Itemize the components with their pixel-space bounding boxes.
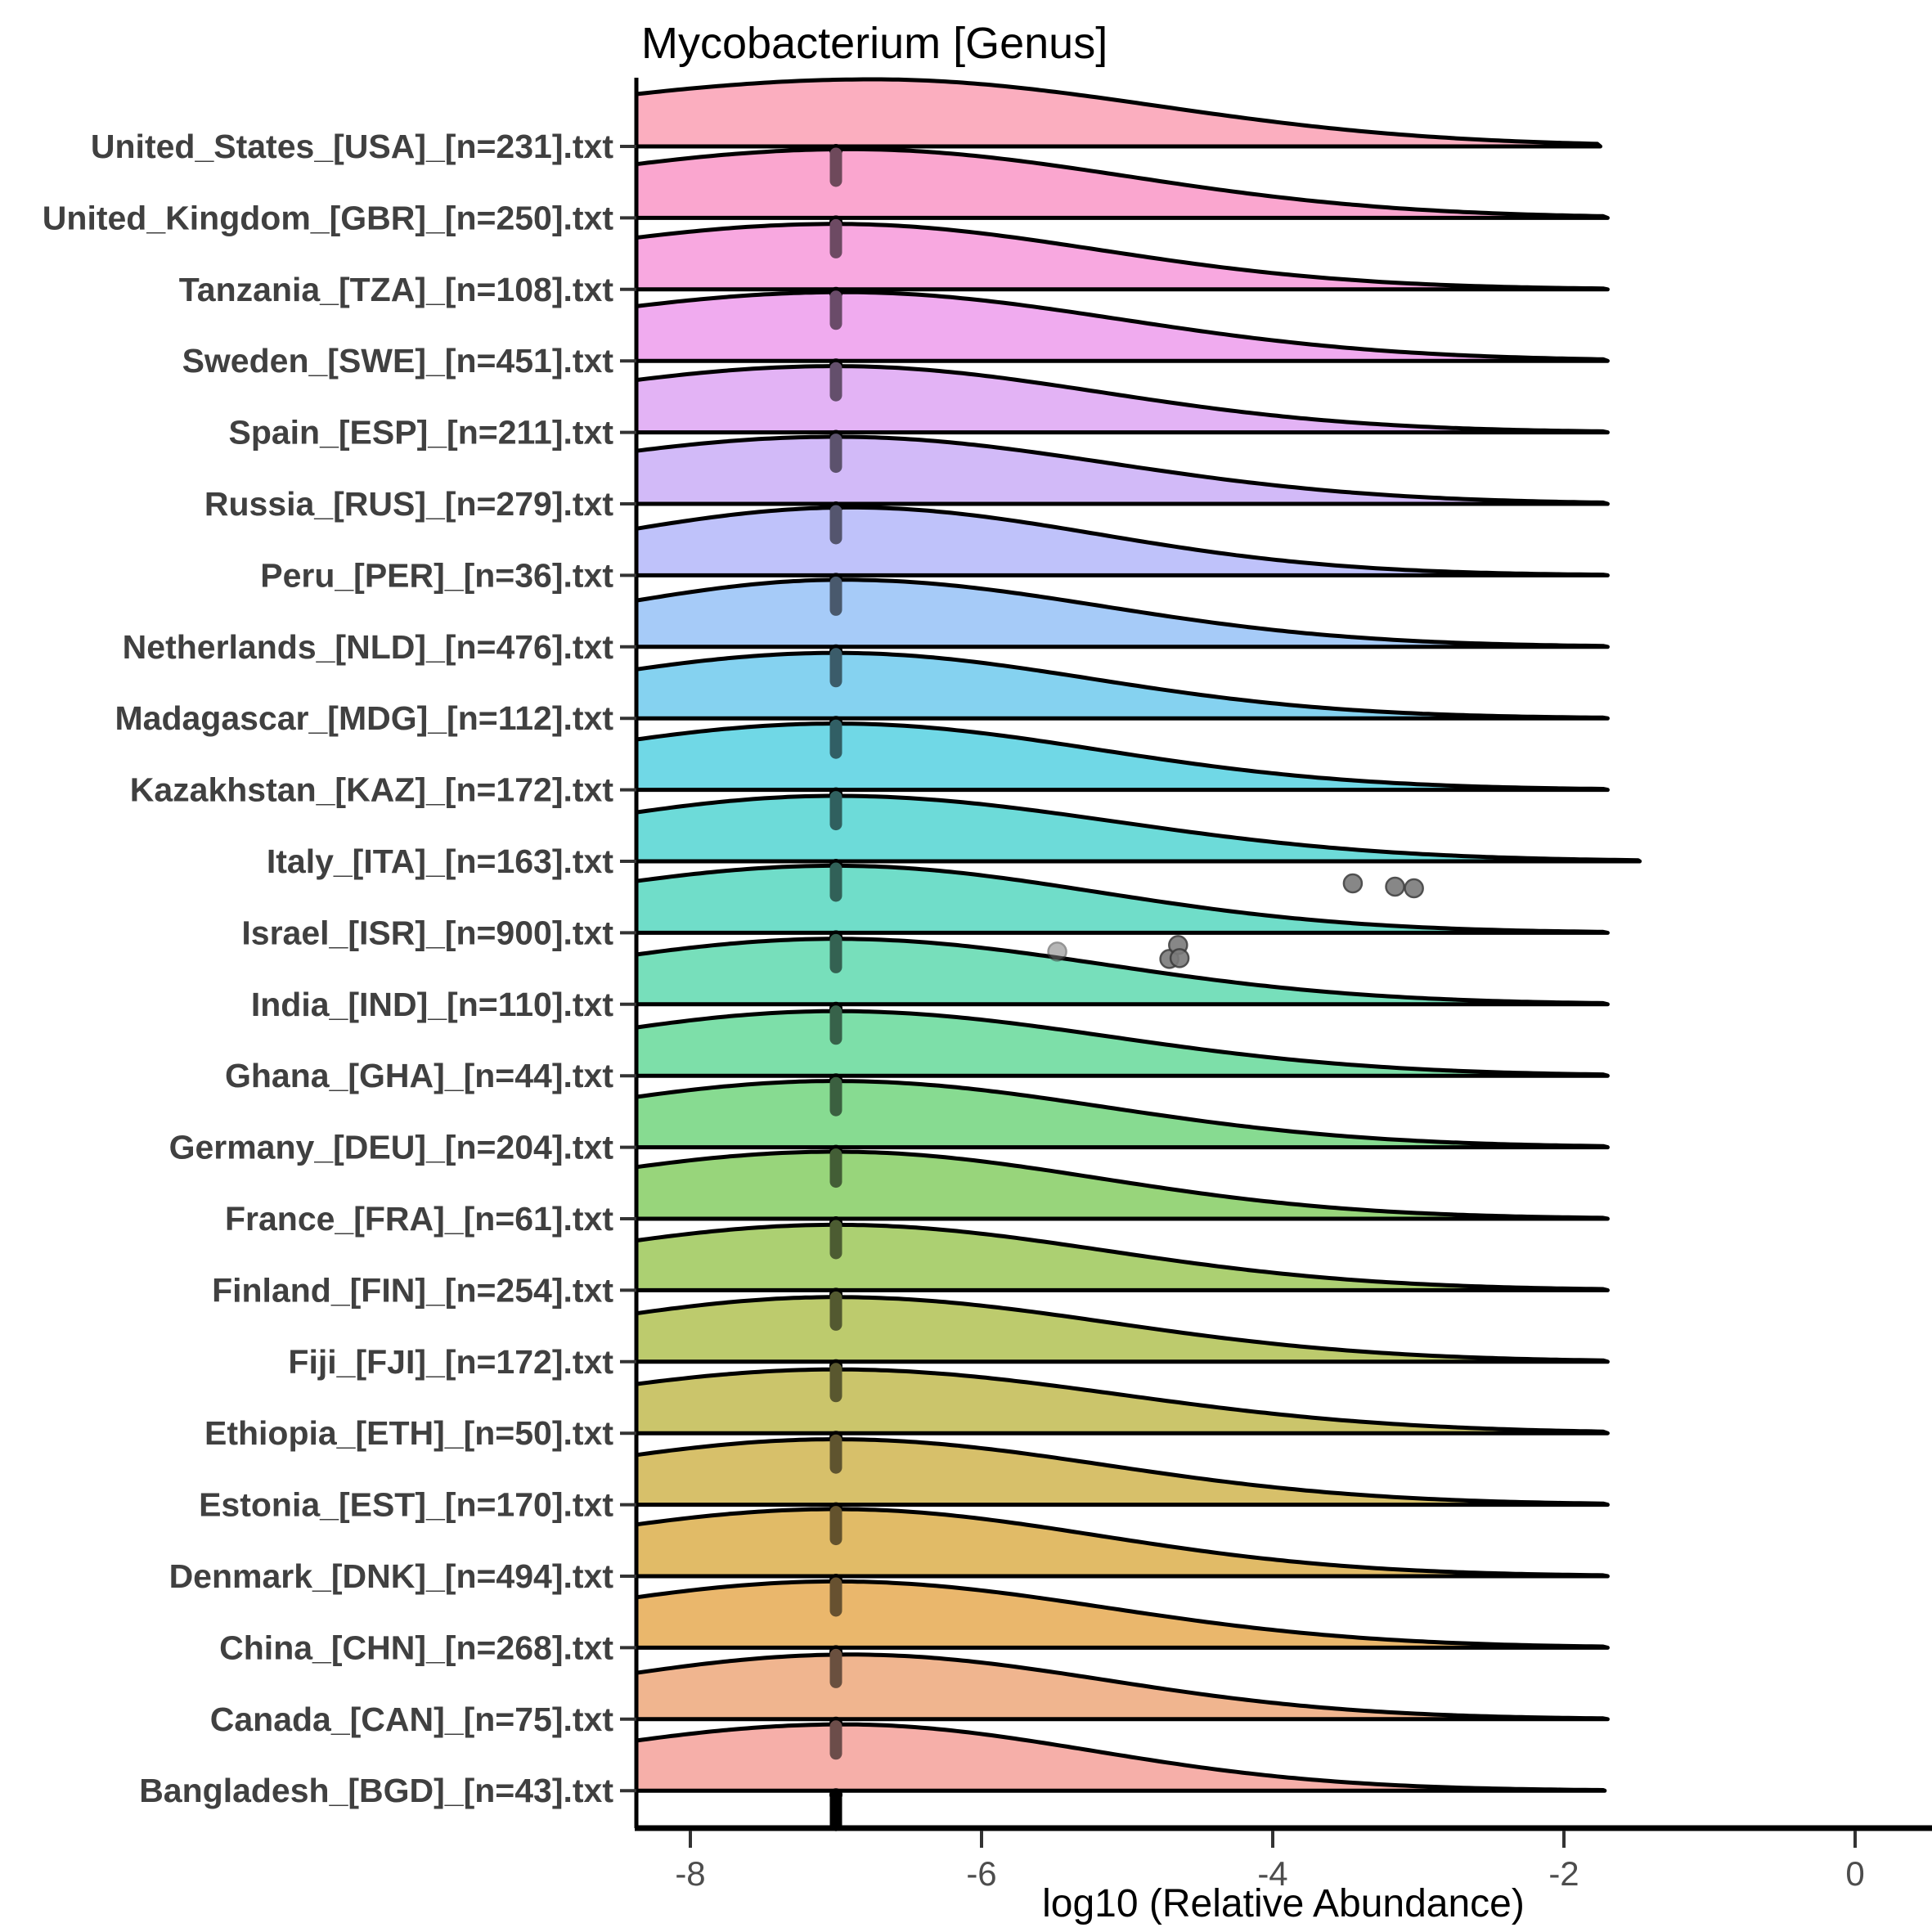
y-axis-label-TZA: Tanzania_[TZA]_[n=108].txt <box>179 271 614 308</box>
y-axis-label-CAN: Canada_[CAN]_[n=75].txt <box>210 1701 614 1738</box>
y-axis-label-ITA: Italy_[ITA]_[n=163].txt <box>267 842 614 880</box>
ridge-ETH <box>634 1367 1610 1436</box>
ridge-ESP <box>634 364 1610 435</box>
y-axis-label-FJI: Fiji_[FJI]_[n=172].txt <box>288 1343 613 1381</box>
y-axis-label-KAZ: Kazakhstan_[KAZ]_[n=172].txt <box>130 771 614 809</box>
y-axis-label-IND: India_[IND]_[n=110].txt <box>251 986 613 1023</box>
ridge-SWE <box>634 290 1610 363</box>
x-tick-label--4: -4 <box>1257 1854 1287 1893</box>
y-axis-label-NLD: Netherlands_[NLD]_[n=476].txt <box>123 628 614 666</box>
y-axis-label-MDG: Madagascar_[MDG]_[n=112].txt <box>115 699 613 737</box>
outlier-point-ITA <box>1404 878 1424 899</box>
y-axis-label-SWE: Sweden_[SWE]_[n=451].txt <box>182 342 614 380</box>
ridge-GBR <box>634 146 1610 220</box>
outlier-point-ISR <box>1047 941 1067 962</box>
y-axis-label-EST: Estonia_[EST]_[n=170].txt <box>199 1486 613 1524</box>
ridge-PER <box>634 505 1610 577</box>
ridge-EST <box>634 1437 1610 1507</box>
y-axis-label-GHA: Ghana_[GHA]_[n=44].txt <box>225 1057 613 1094</box>
y-axis-label-FIN: Finland_[FIN]_[n=254].txt <box>212 1271 613 1309</box>
y-axis-label-FRA: France_[FRA]_[n=61].txt <box>225 1200 613 1238</box>
y-axis-label-USA: United_States_[USA]_[n=231].txt <box>91 128 613 165</box>
ridge-IND <box>634 937 1610 1007</box>
ridge-ISR <box>634 863 1610 935</box>
ridge-FRA <box>634 1149 1610 1221</box>
y-axis-label-DEU: Germany_[DEU]_[n=204].txt <box>169 1129 614 1166</box>
x-tick-label-0: 0 <box>1845 1854 1864 1893</box>
y-axis-label-PER: Peru_[PER]_[n=36].txt <box>260 556 613 594</box>
y-axis-label-ESP: Spain_[ESP]_[n=211].txt <box>228 414 613 452</box>
x-tick-label--2: -2 <box>1548 1854 1579 1893</box>
chart-title: Mycobacterium [Genus] <box>641 19 1108 68</box>
ridge-TZA <box>634 222 1610 292</box>
outlier-point-ITA <box>1342 873 1364 894</box>
y-axis-label-GBR: United_Kingdom_[GBR]_[n=250].txt <box>43 199 614 236</box>
ridge-CAN <box>634 1652 1610 1722</box>
ridge-GHA <box>634 1009 1610 1078</box>
ridge-RUS <box>634 434 1610 506</box>
ridge-KAZ <box>634 721 1610 793</box>
y-axis-label-CHN: China_[CHN]_[n=268].txt <box>219 1629 613 1666</box>
x-tick-label--6: -6 <box>966 1854 996 1893</box>
y-axis-label-ETH: Ethiopia_[ETH]_[n=50].txt <box>204 1414 613 1452</box>
x-tick-label--8: -8 <box>675 1854 705 1893</box>
outlier-point-ITA <box>1385 876 1405 897</box>
ridge-DNK <box>634 1507 1610 1579</box>
outlier-point-ISR <box>1169 948 1190 968</box>
ridge-FJI <box>634 1295 1610 1364</box>
ridge-ITA <box>634 793 1642 864</box>
ridge-NLD <box>634 577 1610 649</box>
y-axis-label-BGD: Bangladesh_[BGD]_[n=43].txt <box>139 1772 613 1809</box>
ridge-MDG <box>634 650 1610 721</box>
ridge-BGD <box>634 1722 1607 1793</box>
ridge-USA <box>634 77 1602 149</box>
y-axis-label-ISR: Israel_[ISR]_[n=900].txt <box>241 914 613 951</box>
ridge-CHN <box>634 1579 1610 1650</box>
y-axis-label-DNK: Denmark_[DNK]_[n=494].txt <box>169 1557 614 1595</box>
ridge-FIN <box>634 1222 1610 1292</box>
ridge-DEU <box>634 1079 1610 1150</box>
y-axis-label-RUS: Russia_[RUS]_[n=279].txt <box>204 485 613 523</box>
x-axis-title: log10 (Relative Abundance) <box>1042 1882 1525 1925</box>
